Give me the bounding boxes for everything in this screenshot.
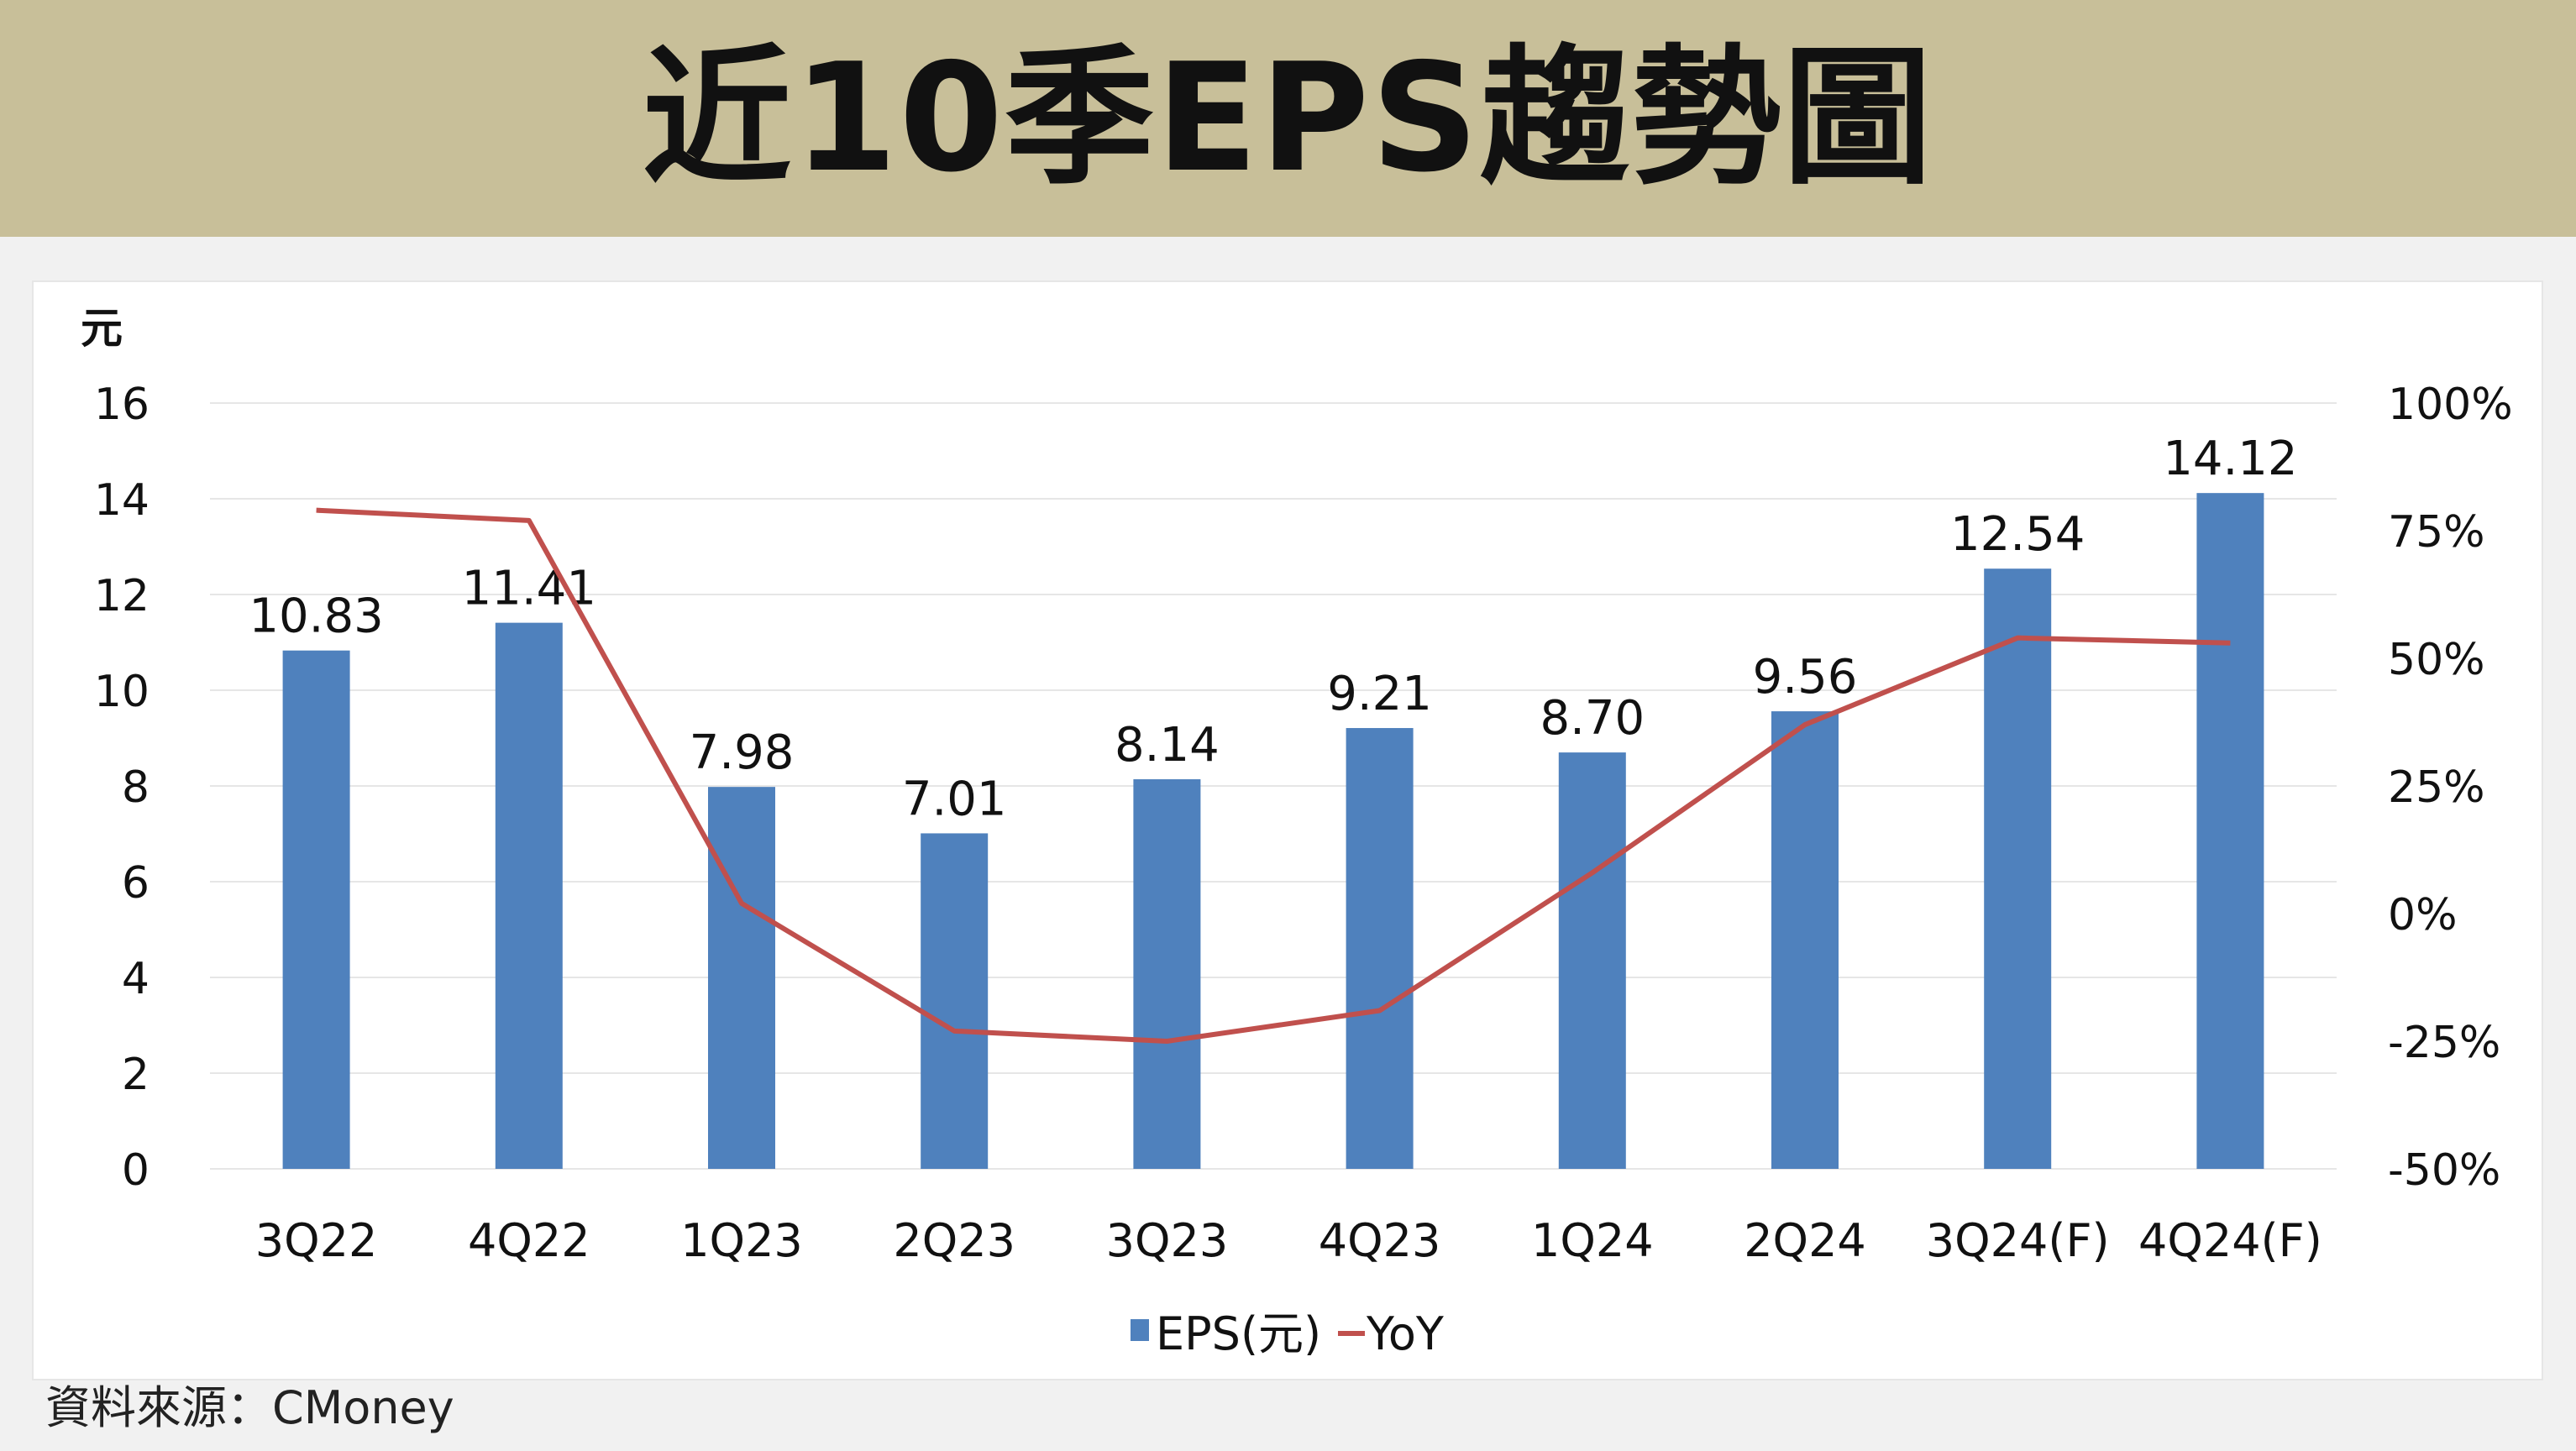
y-left-tick-label: 14 (94, 475, 150, 526)
eps-bar (1346, 728, 1414, 1169)
x-category-label: 4Q22 (468, 1214, 590, 1267)
eps-value-label: 14.12 (2163, 432, 2297, 486)
y-left-tick-label: 12 (94, 571, 150, 621)
eps-value-label: 11.41 (462, 562, 596, 616)
eps-value-label: 12.54 (1950, 507, 2085, 562)
x-category-label: 2Q23 (893, 1214, 1015, 1267)
yoy-line (316, 507, 2231, 1044)
legend-eps-label: EPS(元) (1156, 1307, 1321, 1360)
chart-panel (32, 280, 2543, 1380)
y-left-tick-label: 6 (122, 858, 150, 909)
x-category-label: 1Q24 (1531, 1214, 1654, 1267)
legend-yoy-label: YoY (1366, 1307, 1445, 1360)
y-right-tick-label: 75% (2388, 507, 2485, 558)
x-category-label: 3Q22 (255, 1214, 378, 1267)
y-left-tick-label: 4 (122, 954, 150, 1004)
y-left-tick-label: 16 (94, 380, 150, 430)
eps-value-label: 9.21 (1327, 667, 1432, 721)
eps-value-label: 7.98 (690, 726, 795, 780)
y-left-unit: 元 (81, 304, 123, 353)
eps-bar (1558, 752, 1626, 1169)
x-category-label: 2Q24 (1744, 1214, 1866, 1267)
y-left-tick-label: 0 (122, 1145, 150, 1196)
eps-bar (708, 787, 775, 1169)
y-right-tick-label: 100% (2388, 380, 2513, 430)
y-right-tick-label: 0% (2388, 890, 2458, 940)
eps-value-label: 7.01 (902, 772, 1007, 826)
title-banner: 近10季EPS趨勢圖 (0, 0, 2576, 237)
y-right-tick-label: -25% (2388, 1018, 2500, 1068)
eps-value-label: 8.14 (1115, 718, 1220, 773)
eps-bar (1984, 568, 2052, 1169)
eps-bar (1771, 711, 1839, 1169)
y-left-tick-label: 8 (122, 762, 150, 813)
eps-bar (921, 833, 989, 1169)
eps-value-label: 9.56 (1753, 650, 1858, 705)
x-category-label: 3Q23 (1106, 1214, 1229, 1267)
source-note: 資料來源：CMoney (45, 1381, 454, 1434)
y-left-tick-label: 2 (122, 1050, 150, 1100)
eps-bar (282, 650, 350, 1169)
eps-value-label: 8.70 (1540, 691, 1645, 746)
eps-bar (1133, 779, 1201, 1169)
legend-eps-swatch (1131, 1319, 1149, 1341)
x-category-label: 3Q24(F) (1926, 1214, 2110, 1267)
eps-value-label: 10.83 (249, 589, 383, 644)
chart-title: 近10季EPS趨勢圖 (642, 31, 1934, 205)
eps-bar (2196, 493, 2264, 1169)
y-right-tick-label: 50% (2388, 635, 2485, 685)
x-category-label: 4Q24(F) (2138, 1214, 2322, 1267)
y-left-tick-label: 10 (94, 667, 150, 717)
y-right-tick-label: -50% (2388, 1145, 2500, 1196)
eps-bar (495, 622, 563, 1169)
y-right-tick-label: 25% (2388, 762, 2485, 813)
x-category-label: 4Q23 (1319, 1214, 1441, 1267)
x-category-label: 1Q23 (680, 1214, 803, 1267)
